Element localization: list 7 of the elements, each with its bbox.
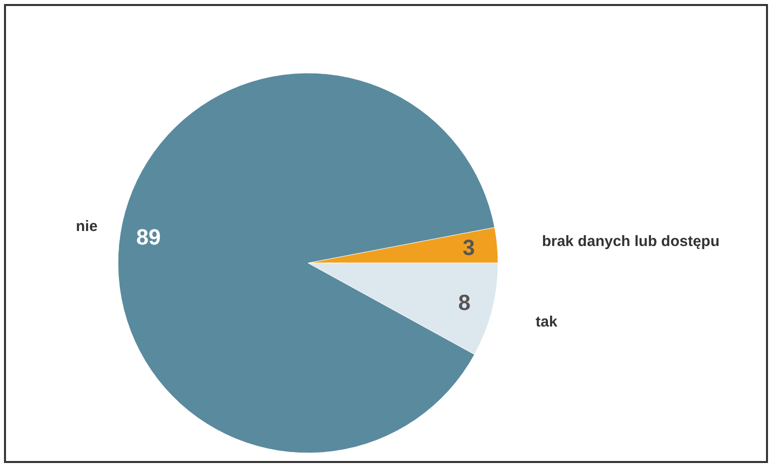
slice-label: brak danych lub dostępu xyxy=(542,232,720,250)
data-label: 89 xyxy=(136,224,161,250)
data-label: 8 xyxy=(458,290,471,316)
slice-label: tak xyxy=(536,313,558,330)
slice-label: nie xyxy=(76,218,98,236)
data-label: 3 xyxy=(462,234,475,260)
pie-slice xyxy=(118,72,495,453)
